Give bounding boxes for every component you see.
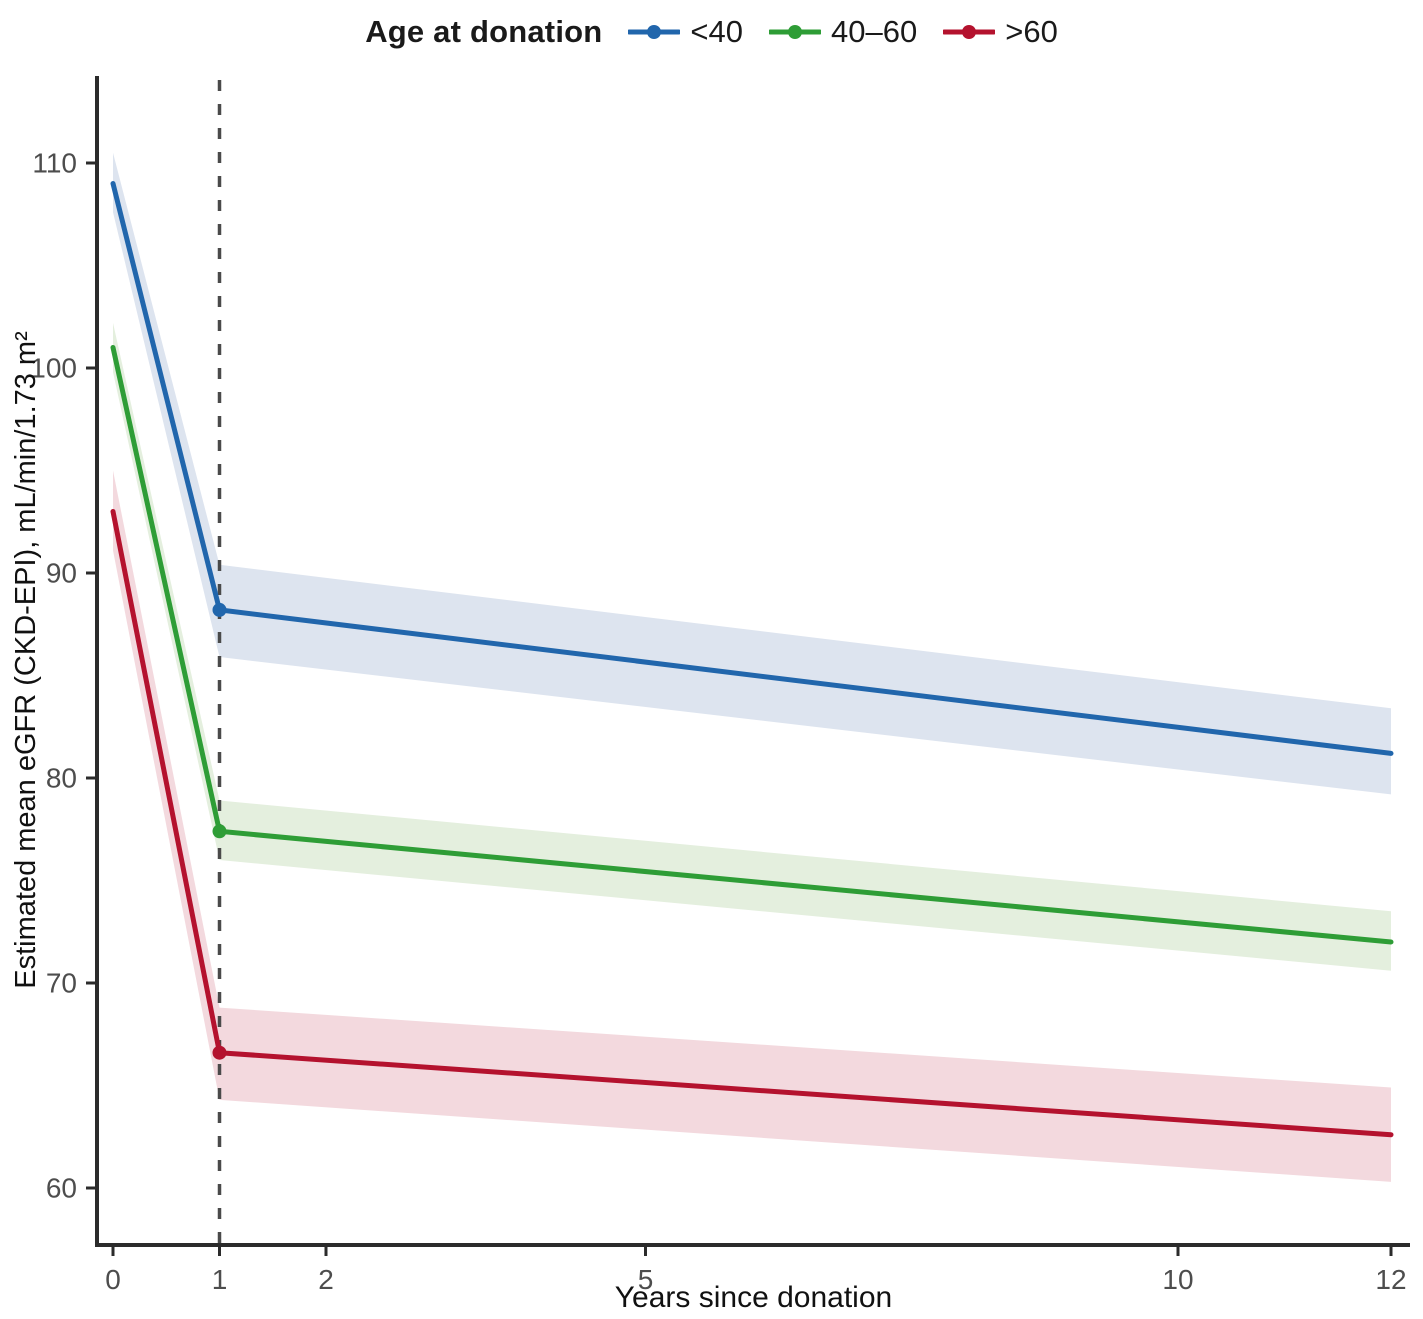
legend-line-marker-icon bbox=[769, 25, 821, 39]
x-tick-label: 12 bbox=[1375, 1264, 1406, 1295]
data-point-marker-2 bbox=[212, 1045, 227, 1060]
y-tick-label: 100 bbox=[30, 353, 77, 384]
confidence-band-1 bbox=[113, 322, 1391, 971]
y-tick-label: 60 bbox=[46, 1173, 77, 1204]
x-tick-label: 5 bbox=[638, 1264, 654, 1295]
legend-item-label: 40–60 bbox=[831, 14, 918, 49]
legend-item-1: 40–60 bbox=[769, 14, 917, 50]
confidence-band-2 bbox=[113, 470, 1391, 1182]
x-tick-label: 10 bbox=[1162, 1264, 1193, 1295]
legend-item-2: >60 bbox=[943, 14, 1058, 50]
legend-item-label: >60 bbox=[1005, 14, 1058, 49]
chart-legend: Age at donation <40 40–60 >60 bbox=[0, 0, 1423, 58]
x-tick-label: 1 bbox=[212, 1264, 228, 1295]
y-tick-label: 110 bbox=[32, 148, 77, 179]
y-tick-label: 80 bbox=[46, 763, 77, 794]
y-tick-label: 70 bbox=[46, 968, 77, 999]
x-tick-label: 2 bbox=[318, 1264, 334, 1295]
legend-line-marker-icon bbox=[943, 25, 996, 39]
legend-item-label: <40 bbox=[690, 14, 743, 49]
data-point-marker-1 bbox=[212, 824, 227, 839]
legend-items: <40 40–60 >60 bbox=[628, 14, 1058, 50]
x-tick-label: 0 bbox=[105, 1264, 121, 1295]
y-axis-title: Estimated mean eGFR (CKD-EPI), mL/min/1.… bbox=[10, 330, 42, 989]
legend-item-0: <40 bbox=[628, 14, 743, 50]
legend-title: Age at donation bbox=[365, 14, 603, 49]
legend-line-marker-icon bbox=[628, 25, 681, 39]
x-axis-title: Years since donation bbox=[614, 1281, 893, 1314]
data-point-marker-0 bbox=[212, 602, 227, 617]
y-tick-label: 90 bbox=[46, 558, 77, 589]
confidence-band-0 bbox=[113, 152, 1391, 795]
